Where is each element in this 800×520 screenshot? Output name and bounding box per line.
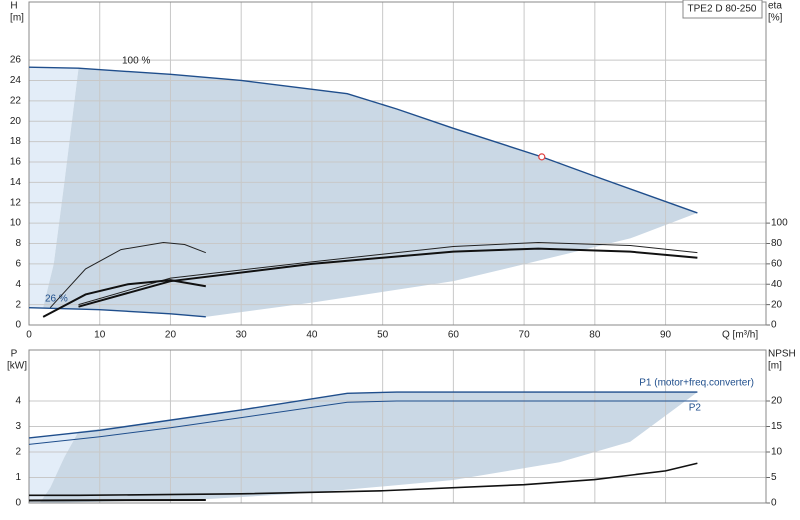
- y2-axis-label: NPSH: [768, 349, 796, 360]
- curve: [28, 498, 206, 502]
- y-tick-label: 14: [10, 177, 22, 188]
- operating-area: [39, 392, 698, 503]
- x-tick-label: 80: [589, 330, 601, 341]
- x-tick-label: 50: [377, 330, 389, 341]
- y2-tick-label: 80: [771, 238, 783, 249]
- y2-tick-label: 5: [771, 472, 777, 483]
- curve-label: 100 %: [122, 56, 150, 67]
- y-tick-label: 0: [15, 320, 21, 331]
- y-tick-label: 2: [15, 447, 21, 458]
- curve: [28, 400, 698, 445]
- curve-label: P1 (motor+freq.converter): [639, 378, 754, 389]
- title-box: [682, 0, 763, 19]
- y2-tick-label: 100: [771, 218, 788, 229]
- y-tick-label: 2: [15, 299, 21, 310]
- y-tick-label: 20: [10, 116, 22, 127]
- y-axis-label: P: [11, 349, 18, 360]
- y2-tick-label: 15: [771, 421, 783, 432]
- y-tick-label: 1: [15, 472, 21, 483]
- y2-tick-label: 0: [771, 498, 777, 509]
- y2-axis-unit: [%]: [768, 13, 783, 24]
- y-axis-unit: [kW]: [7, 361, 27, 372]
- y-tick-label: 10: [10, 218, 22, 229]
- y2-tick-label: 60: [771, 259, 783, 270]
- y-axis-label: H: [10, 1, 17, 12]
- curve: [28, 391, 698, 439]
- y2-tick-label: 20: [771, 396, 783, 407]
- plot-frame: [28, 349, 767, 504]
- y-tick-label: 22: [10, 95, 22, 106]
- y2-tick-label: 20: [771, 299, 783, 310]
- curve: [78, 247, 698, 308]
- curve: [28, 306, 206, 318]
- curve: [29, 462, 698, 497]
- y2-tick-label: 40: [771, 279, 783, 290]
- operating-area: [29, 67, 79, 308]
- x-tick-label: 90: [660, 330, 672, 341]
- duty-point: [538, 153, 546, 161]
- curve: [42, 279, 206, 318]
- x-tick-label: 40: [306, 330, 318, 341]
- y-tick-label: 18: [10, 136, 22, 147]
- curve-label: P2: [689, 403, 702, 414]
- y-tick-label: 16: [10, 157, 22, 168]
- curve: [49, 241, 207, 309]
- x-tick-label: 10: [94, 330, 106, 341]
- y-tick-label: 24: [10, 75, 22, 86]
- y-tick-label: 6: [15, 259, 21, 270]
- y2-tick-label: 10: [771, 447, 783, 458]
- y2-tick-label: 0: [771, 320, 777, 331]
- y-tick-label: 26: [10, 55, 22, 66]
- y-tick-label: 4: [15, 396, 21, 407]
- curve: [78, 241, 698, 306]
- x-tick-label: 60: [448, 330, 460, 341]
- x-tick-label: 30: [236, 330, 248, 341]
- x-tick-label: 0: [26, 330, 32, 341]
- x-tick-label: 20: [165, 330, 177, 341]
- y-tick-label: 3: [15, 421, 21, 432]
- x-axis-label: Q [m³/h]: [722, 330, 758, 341]
- y2-axis-label: eta: [768, 1, 782, 12]
- y-tick-label: 4: [15, 279, 21, 290]
- plot-frame: [28, 1, 767, 326]
- chart-title: TPE2 D 80-250: [688, 4, 757, 15]
- y-tick-label: 8: [15, 238, 21, 249]
- y-tick-label: 0: [15, 498, 21, 509]
- y-axis-unit: [m]: [10, 13, 24, 24]
- operating-area: [29, 431, 79, 503]
- x-tick-label: 70: [519, 330, 531, 341]
- operating-area: [43, 68, 698, 317]
- curve-label: 26 %: [45, 294, 68, 305]
- y2-axis-unit: [m]: [768, 361, 782, 372]
- curve: [28, 66, 698, 214]
- y-tick-label: 12: [10, 197, 22, 208]
